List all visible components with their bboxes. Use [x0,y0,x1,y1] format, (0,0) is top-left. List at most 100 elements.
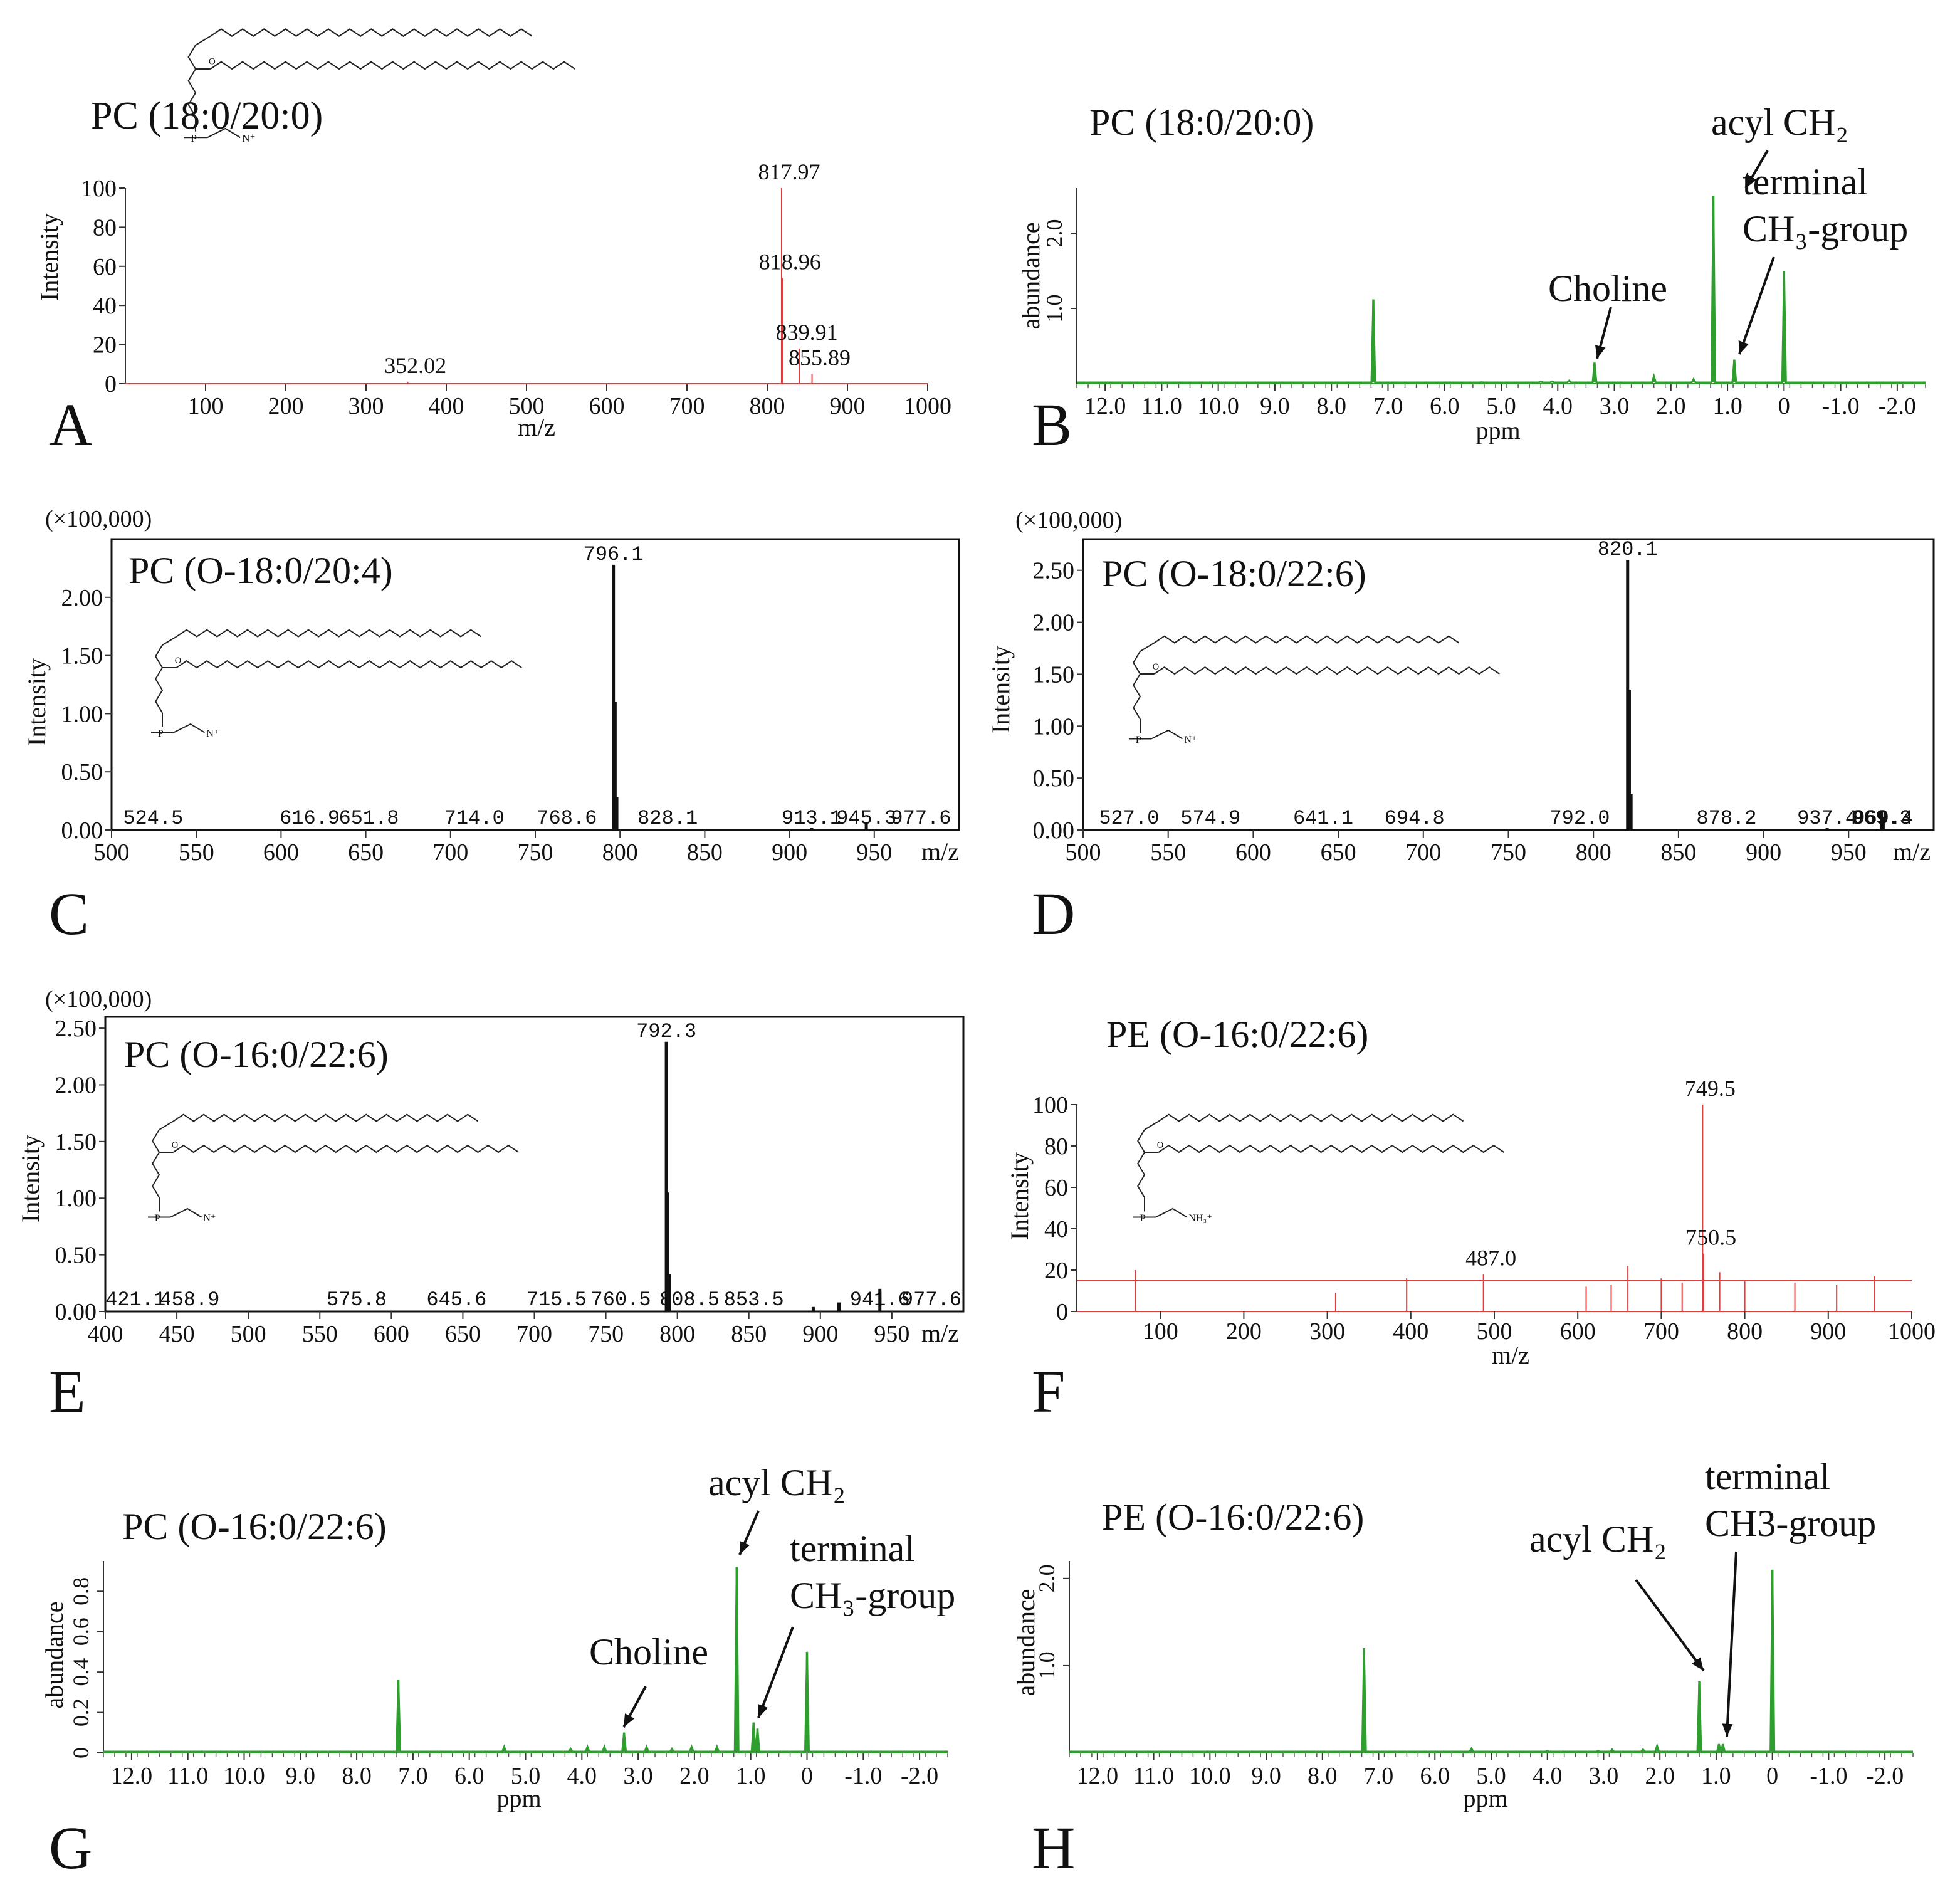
panel-letter: H [1032,1814,1075,1881]
x-tick-label: 550 [302,1321,338,1347]
x-tick-label: -2.0 [901,1763,938,1789]
y-axis-label: Intensity [35,213,63,301]
peak-label: 616.9 [280,807,340,830]
x-tick-label: 8.0 [1308,1763,1338,1789]
x-tick-label: 600 [1560,1318,1596,1345]
x-tick-label: 200 [268,393,304,419]
chart-title: PC (18:0/20:0) [91,95,323,137]
x-tick-label: 7.0 [1364,1763,1394,1789]
x-tick-label: 1000 [1888,1318,1936,1345]
x-tick-label: 650 [1321,839,1356,866]
peak-annotation: terminal [790,1528,915,1569]
peak-annotation: Choline [1548,268,1667,309]
y-tick-label: 40 [93,293,117,319]
x-axis-label: m/z [921,838,959,866]
peak-annotation: terminal [1743,161,1868,202]
x-tick-label: 400 [88,1321,123,1347]
peak-label: 969.4 [1853,807,1913,830]
x-tick-label: 900 [1746,839,1781,866]
x-tick-label: 0 [801,1763,813,1789]
y-tick-label: 100 [81,176,117,202]
x-axis-label: m/z [1492,1341,1529,1369]
arrowhead-icon [740,1541,750,1555]
chart-title: PC (O-16:0/22:6) [124,1034,389,1075]
x-tick-label: 5.0 [1476,1763,1506,1789]
x-tick-label: 6.0 [454,1763,485,1789]
x-tick-label: 7.0 [398,1763,428,1789]
peak-label: 714.0 [444,807,505,830]
x-tick-label: 700 [1405,839,1441,866]
y-axis-label: abundance [40,1601,68,1708]
peak-label: 715.5 [527,1288,587,1311]
y-tick-label: 0.8 [68,1577,93,1606]
x-tick-label: 550 [179,839,214,866]
y-axis-label: abundance [1012,1589,1040,1696]
annotation-arrow [1635,1579,1705,1672]
panel-letter: C [49,880,89,947]
peak-label: 421.1 [105,1288,165,1311]
y-tick-label: 0.50 [1033,765,1075,792]
arrowhead-icon [1692,1657,1704,1671]
peak-label: 768.6 [537,807,597,830]
x-tick-label: 2.0 [1656,393,1686,419]
arrowhead-icon [624,1713,635,1727]
peak-label: 855.89 [789,345,851,370]
x-tick-label: 4.0 [567,1763,597,1789]
peak-label: 796.1 [584,543,644,566]
x-tick-label: -2.0 [1866,1763,1904,1789]
x-tick-label: 8.0 [1316,393,1346,419]
svg-text:N⁺: N⁺ [1184,734,1197,745]
x-tick-label: -1.0 [1810,1763,1847,1789]
x-tick-label: 500 [94,839,130,866]
peak-label: 487.0 [1465,1246,1516,1271]
x-tick-label: 2.0 [1645,1763,1675,1789]
y-tick-label: 1.0 [1042,295,1067,323]
panel-letter: E [49,1358,86,1425]
y-tick-label: 2.0 [1042,219,1067,248]
x-tick-label: 500 [231,1321,266,1347]
phosphatidylcholine-structure-icon: O P N⁺ [148,1113,519,1224]
y-axis-label: Intensity [23,658,51,746]
nmr-spectrum-line [103,1567,948,1753]
y-tick-label: 0 [105,371,117,397]
annotation-arrow [1726,1551,1737,1737]
x-tick-label: 750 [588,1321,624,1347]
x-tick-label: 300 [1309,1318,1345,1345]
panel-G: PC (O-16:0/22:6) G 12.0 11.0 10.0 9.0 8.0 7.0 6.… [40,1462,955,1881]
x-tick-label: 4.0 [1543,393,1573,419]
peak-label: 913.1 [782,807,842,830]
phosphatidylcholine-structure-icon: O P N⁺ [1129,635,1500,745]
x-tick-label: 800 [602,839,638,866]
x-tick-label: 5.0 [1486,393,1516,419]
peak-label: 945.3 [836,807,896,830]
x-axis-label: m/z [1893,838,1931,866]
x-tick-label: 500 [1477,1318,1512,1345]
peak-label: 574.9 [1180,807,1240,830]
arrowhead-icon [1722,1723,1733,1737]
x-tick-label: 700 [516,1321,552,1347]
svg-text:P: P [1140,1212,1146,1224]
peak-label: 977.6 [901,1288,962,1311]
x-tick-label: 5.0 [511,1763,541,1789]
y-tick-label: 80 [93,214,117,241]
x-tick-label: 800 [1576,839,1611,866]
x-tick-label: 10.0 [1197,393,1239,419]
peak-label: 641.1 [1293,807,1353,830]
peak-label: 969.3 [1852,807,1912,830]
panel-C: PC (O-18:0/20:4) C (×100,000) 500 550 600 650 7… [23,506,960,947]
scale-note: (×100,000) [45,986,152,1012]
peak-annotation: terminal [1705,1456,1830,1497]
y-tick-label: 0.4 [68,1658,93,1686]
x-tick-label: 9.0 [286,1763,316,1789]
x-tick-label: 7.0 [1373,393,1403,419]
peak-annotation: CH₃-group [790,1575,955,1616]
panel-letter: A [49,391,92,458]
x-tick-label: 3.0 [1589,1763,1619,1789]
y-tick-label: 2.00 [55,1072,97,1098]
x-tick-label: 900 [802,1321,838,1347]
x-tick-label: 12.0 [1084,393,1126,419]
x-tick-label: 950 [856,839,892,866]
x-tick-label: 1.0 [1712,393,1743,419]
x-tick-label: 600 [1235,839,1271,866]
x-tick-label: 600 [374,1321,409,1347]
